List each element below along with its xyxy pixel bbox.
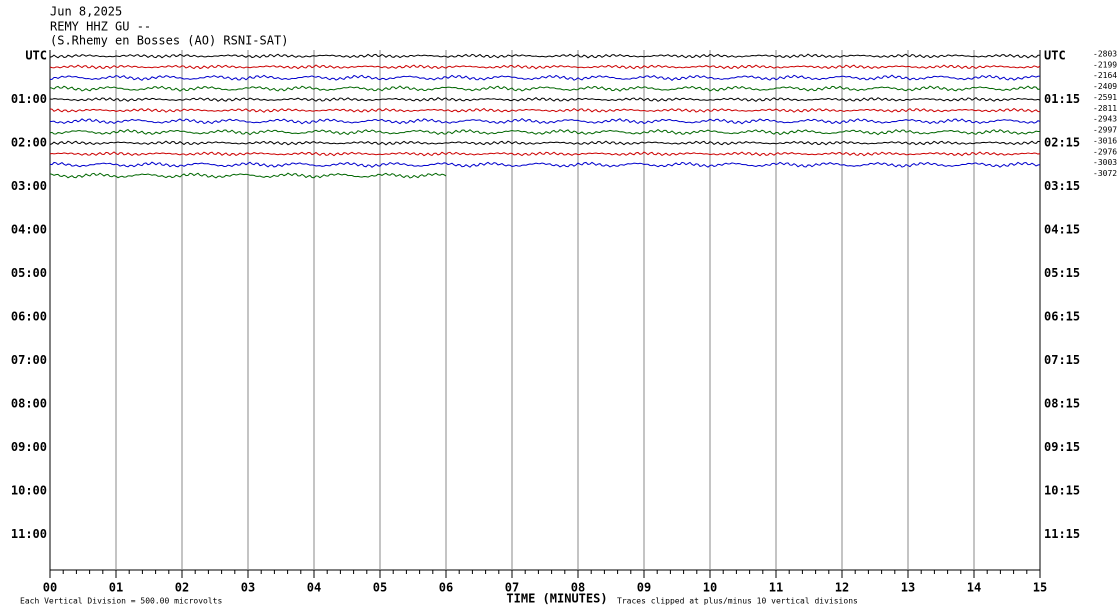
trace — [49, 128, 1041, 136]
right-time-label: 03:15 — [1044, 179, 1080, 193]
right-time-label: 01:15 — [1044, 92, 1080, 106]
left-time-label: 07:00 — [11, 353, 47, 367]
trace — [49, 161, 1041, 168]
right-time-label: 08:15 — [1044, 396, 1080, 410]
x-tick-label: 12 — [835, 581, 849, 595]
trace — [49, 117, 1041, 125]
x-tick-label: 09 — [637, 581, 651, 595]
x-tick-label: 06 — [439, 581, 453, 595]
trace — [49, 172, 447, 179]
right-time-label: 06:15 — [1044, 309, 1080, 323]
offset-label: -2976 — [1093, 147, 1117, 156]
offset-label: -3003 — [1093, 158, 1117, 167]
x-tick-label: 00 — [43, 581, 57, 595]
offset-label: -2811 — [1093, 104, 1117, 113]
x-tick-label: 11 — [769, 581, 783, 595]
right-time-label: 07:15 — [1044, 353, 1080, 367]
offset-label: -2591 — [1093, 93, 1117, 102]
x-tick-label: 04 — [307, 581, 321, 595]
right-time-label: 02:15 — [1044, 135, 1080, 149]
offset-label: -2943 — [1093, 115, 1117, 124]
offset-label: -3016 — [1093, 136, 1117, 145]
left-time-label: 02:00 — [11, 135, 47, 149]
trace — [49, 85, 1041, 92]
trace — [49, 107, 1041, 113]
trace — [49, 140, 1041, 146]
x-tick-label: 01 — [109, 581, 123, 595]
right-time-label: 04:15 — [1044, 222, 1080, 236]
title-line: REMY HHZ GU -- — [50, 20, 151, 34]
x-tick-label: 03 — [241, 581, 255, 595]
right-time-label: 11:15 — [1044, 527, 1080, 541]
trace — [49, 64, 1041, 70]
offset-label: -2199 — [1093, 60, 1117, 69]
x-tick-label: 14 — [967, 581, 981, 595]
left-time-label: 04:00 — [11, 222, 47, 236]
left-time-label: 09:00 — [11, 440, 47, 454]
x-tick-label: 13 — [901, 581, 915, 595]
left-time-label: 03:00 — [11, 179, 47, 193]
offset-label: -2803 — [1093, 50, 1117, 59]
left-time-label: 10:00 — [11, 483, 47, 497]
left-time-label: 11:00 — [11, 527, 47, 541]
x-tick-label: 08 — [571, 581, 585, 595]
trace — [49, 151, 1041, 157]
trace — [49, 97, 1041, 102]
left-time-label: UTC — [25, 49, 47, 63]
title-line: Jun 8,2025 — [50, 5, 122, 19]
offset-label: -2164 — [1093, 71, 1117, 80]
right-time-label: UTC — [1044, 49, 1066, 63]
x-tick-label: 10 — [703, 581, 717, 595]
left-time-label: 08:00 — [11, 396, 47, 410]
right-time-label: 05:15 — [1044, 266, 1080, 280]
x-tick-label: 02 — [175, 581, 189, 595]
trace — [49, 53, 1041, 59]
x-tick-label: 07 — [505, 581, 519, 595]
scale-note: Each Vertical Division = 500.00 microvol… — [20, 597, 222, 606]
left-time-label: 01:00 — [11, 92, 47, 106]
left-time-label: 05:00 — [11, 266, 47, 280]
right-time-label: 10:15 — [1044, 483, 1080, 497]
trace — [49, 74, 1041, 81]
clip-note: Traces clipped at plus/minus 10 vertical… — [617, 597, 858, 606]
x-tick-label: 05 — [373, 581, 387, 595]
right-time-label: 09:15 — [1044, 440, 1080, 454]
offset-label: -2997 — [1093, 126, 1117, 135]
offset-label: -2409 — [1093, 82, 1117, 91]
offset-label: -3072 — [1093, 169, 1117, 178]
x-axis-label: TIME (MINUTES) — [506, 592, 607, 606]
title-line: (S.Rhemy en Bosses (AO) RSNI-SAT) — [50, 34, 288, 48]
left-time-label: 06:00 — [11, 309, 47, 323]
x-tick-label: 15 — [1033, 581, 1047, 595]
